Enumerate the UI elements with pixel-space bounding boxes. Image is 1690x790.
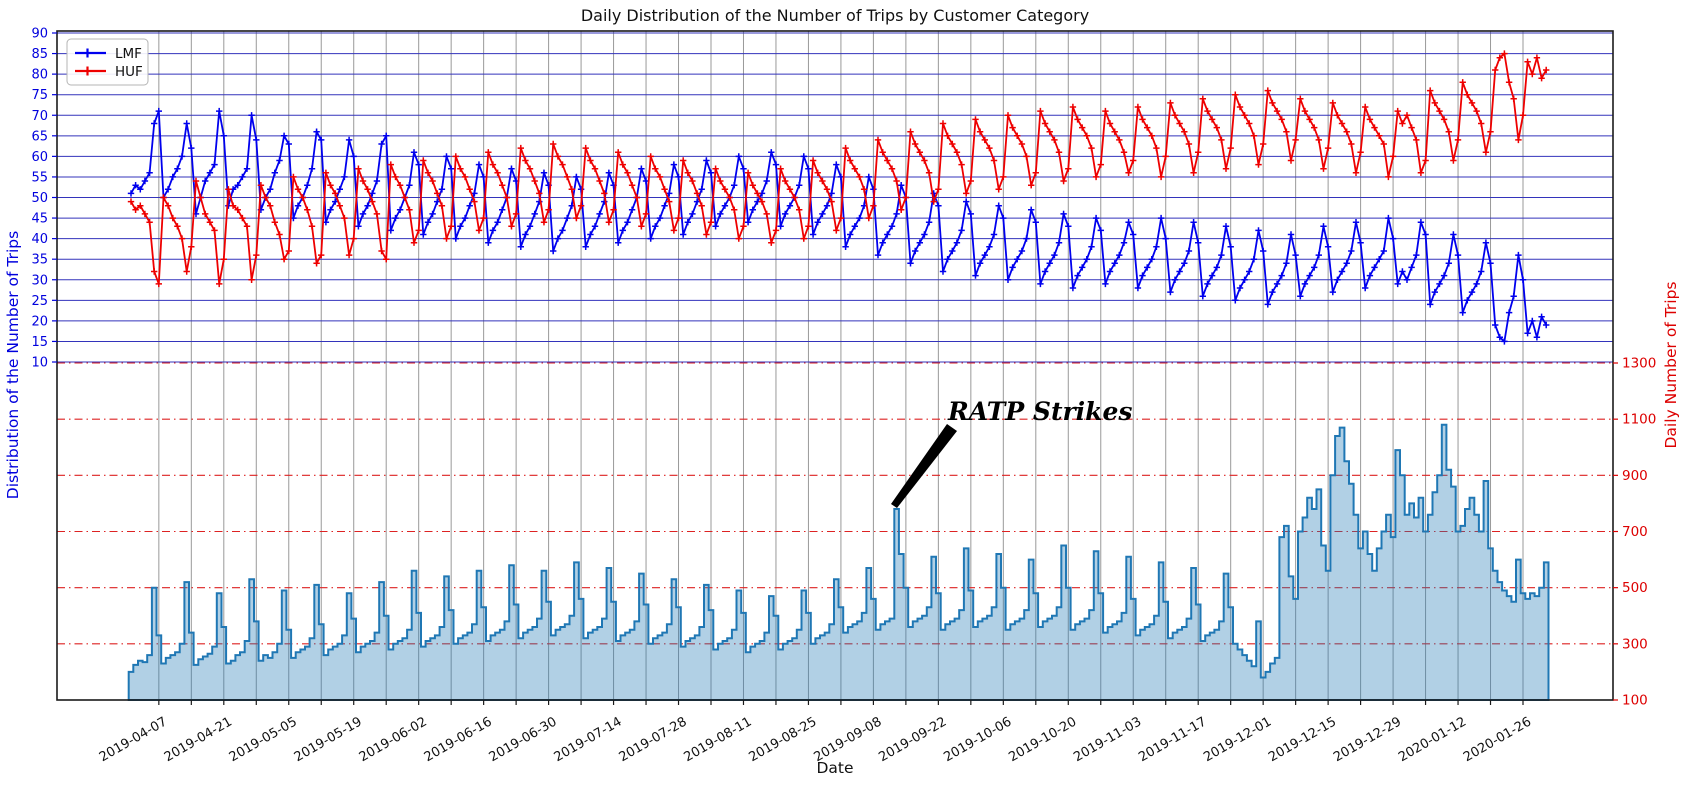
left-tick-label: 65	[31, 129, 48, 144]
right-tick-label: 1100	[1622, 412, 1656, 428]
legend-lmf-marker-icon	[75, 48, 106, 58]
left-y-axis-label: Distribution of the Number of Trips	[4, 231, 22, 499]
left-tick-label: 50	[31, 191, 48, 206]
x-tick-label: 2019-08-25	[747, 714, 820, 765]
x-tick-label: 2019-10-06	[941, 714, 1014, 765]
x-tick-label: 2019-12-29	[1331, 714, 1404, 765]
x-tick-label: 2019-06-02	[357, 714, 430, 765]
left-tick-label: 20	[31, 314, 48, 329]
x-tick-label: 2019-05-19	[292, 714, 365, 765]
x-tick-label: 2019-04-07	[97, 714, 170, 765]
left-tick-label: 80	[31, 68, 48, 83]
left-tick-label: 55	[31, 170, 48, 185]
x-tick-label: 2019-11-03	[1071, 714, 1144, 765]
chart-title: Daily Distribution of the Number of Trip…	[581, 6, 1089, 25]
daily-trips-bars	[127, 423, 1550, 701]
left-tick-label: 40	[31, 232, 48, 247]
right-tick-label: 100	[1622, 693, 1648, 709]
legend-huf-marker-icon	[75, 66, 106, 76]
plot-border	[56, 30, 1614, 701]
left-tick-label: 30	[31, 273, 48, 288]
annotation-text: RATP Strikes	[947, 397, 1133, 426]
line-series	[127, 50, 1550, 345]
x-tick-label: 2020-01-12	[1396, 714, 1469, 765]
legend: LMF HUF	[66, 38, 149, 86]
huf-line	[130, 51, 1547, 285]
right-y-axis-label: Daily Number of Trips	[1662, 282, 1680, 449]
x-tick-label: 2019-12-15	[1266, 714, 1339, 765]
left-tick-label: 85	[31, 47, 48, 62]
left-tick-label: 35	[31, 253, 48, 268]
x-tick-label: 2019-09-08	[811, 714, 884, 765]
annotation-arrow-icon	[891, 424, 957, 508]
right-tick-label: 700	[1622, 524, 1648, 540]
lmf-line	[130, 110, 1547, 344]
x-tick-label: 2019-07-14	[552, 714, 625, 765]
huf-markers	[127, 50, 1550, 288]
legend-lmf-label: LMF	[115, 46, 142, 62]
left-tick-label: 60	[31, 150, 48, 165]
left-tick-label: 10	[31, 356, 48, 371]
legend-huf-label: HUF	[115, 64, 143, 80]
x-tick-label: 2019-08-11	[682, 714, 755, 765]
x-axis-label: Date	[816, 759, 853, 777]
left-tick-label: 45	[31, 212, 48, 227]
lmf-markers	[127, 107, 1550, 345]
x-tick-label: 2019-06-30	[487, 714, 560, 765]
x-tick-label: 2020-01-26	[1461, 714, 1534, 765]
left-tick-label: 25	[31, 294, 48, 309]
x-tick-label: 2019-10-20	[1006, 714, 1079, 765]
x-tick-label: 2019-04-21	[162, 714, 235, 765]
left-tick-label: 90	[31, 27, 48, 42]
x-tick-label: 2019-12-01	[1201, 714, 1274, 765]
left-tick-label: 70	[31, 109, 48, 124]
right-tick-label: 500	[1622, 580, 1648, 596]
left-tick-label: 75	[31, 88, 48, 103]
x-tick-label: 2019-05-05	[227, 714, 300, 765]
annotation-ratp-strikes: RATP Strikes	[891, 397, 1133, 508]
bar-series-daily-trips	[127, 423, 1550, 701]
right-tick-label: 300	[1622, 636, 1648, 652]
right-tick-label: 1300	[1622, 356, 1656, 372]
x-tick-label: 2019-06-16	[422, 714, 495, 765]
x-tick-label: 2019-07-28	[617, 714, 690, 765]
x-tick-label: 2019-09-22	[876, 714, 949, 765]
left-tick-label: 15	[31, 335, 48, 350]
x-tick-label: 2019-11-17	[1136, 714, 1209, 765]
right-tick-label: 900	[1622, 468, 1648, 484]
